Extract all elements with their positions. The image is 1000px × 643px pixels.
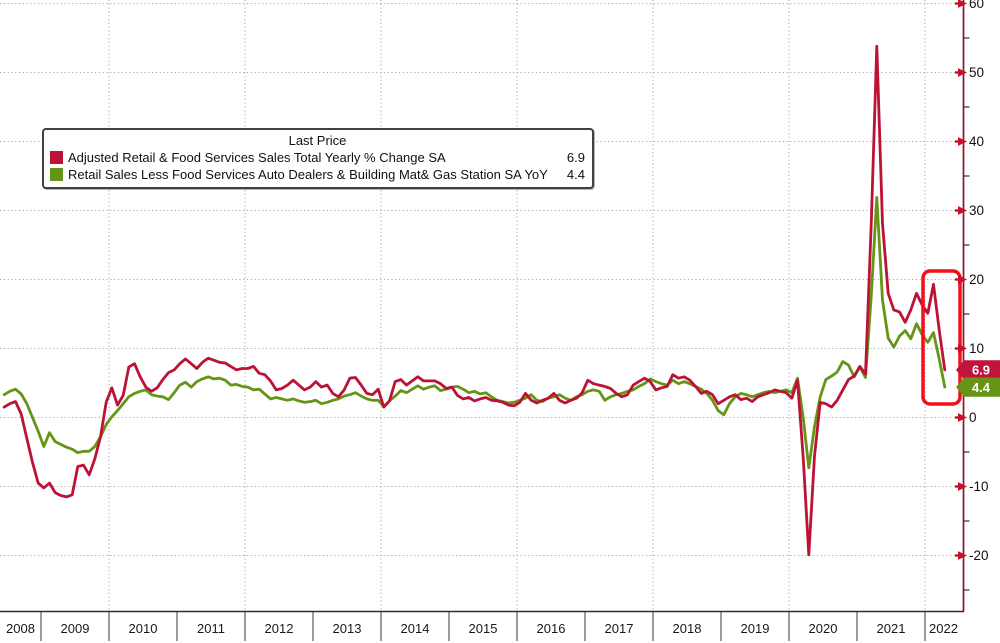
legend-label: Retail Sales Less Food Services Auto Dea… <box>68 167 548 182</box>
green-series-line <box>2 195 947 470</box>
highlight-box <box>921 269 962 406</box>
tick-arrow-icon <box>958 344 967 353</box>
price-tag-green <box>956 377 1000 397</box>
y-tick-label-20: 20 <box>969 272 984 287</box>
highlight-rect <box>921 269 962 406</box>
year-label-2014: 2014 <box>401 621 430 636</box>
y-tick-label-10: 10 <box>969 341 984 356</box>
legend-title: Last Price <box>288 133 347 148</box>
y-tick-label--10: -10 <box>969 479 989 494</box>
y-tick-label--20: -20 <box>969 548 989 563</box>
year-label-2008: 2008 <box>6 621 35 636</box>
price-tags: 6.94.4 <box>956 360 1000 397</box>
price-tag-green-value: 4.4 <box>972 380 991 395</box>
year-label-2013: 2013 <box>333 621 362 636</box>
legend-row-adjusted-retail[interactable]: Adjusted Retail & Food Services Sales To… <box>50 149 585 166</box>
tick-arrow-icon <box>958 68 967 77</box>
legend-last-price: 4.4 <box>566 167 585 182</box>
legend-row-retail-less-food[interactable]: Retail Sales Less Food Services Auto Dea… <box>50 166 585 183</box>
horizontal-gridlines <box>0 3 963 556</box>
tick-arrow-icon <box>958 551 967 560</box>
year-label-2009: 2009 <box>61 621 90 636</box>
bottom-axis: 2008 2009 2010 2011 2012 2013 2014 2015 2016 2017… <box>0 610 964 641</box>
vertical-gridlines <box>108 0 926 611</box>
y-tick-label-0: 0 <box>969 410 977 425</box>
y-tick-label-30: 30 <box>969 203 984 218</box>
tick-arrow-icon <box>958 206 967 215</box>
price-tag-red <box>956 360 1000 380</box>
red-series-line <box>2 44 947 557</box>
year-label-2021: 2021 <box>877 621 906 636</box>
y-tick-label-40: 40 <box>969 134 984 149</box>
year-label-2012: 2012 <box>265 621 294 636</box>
tick-arrow-icon <box>958 482 967 491</box>
year-label-2015: 2015 <box>469 621 498 636</box>
legend-box[interactable]: Last Price Adjusted Retail & Food Servic… <box>42 128 594 189</box>
green-series-swatch-icon <box>50 168 63 181</box>
y-tick-label-50: 50 <box>969 65 984 80</box>
year-label-2020: 2020 <box>809 621 838 636</box>
year-label-2018: 2018 <box>673 621 702 636</box>
tick-arrow-icon <box>958 275 967 284</box>
year-label-2010: 2010 <box>129 621 158 636</box>
year-label-2016: 2016 <box>537 621 566 636</box>
red-series-swatch-icon <box>50 151 63 164</box>
price-tag-red-value: 6.9 <box>972 363 990 378</box>
tick-arrow-icon <box>958 0 967 8</box>
y-tick-label-60: 60 <box>969 0 984 11</box>
tick-arrow-icon <box>958 413 967 422</box>
legend-label: Adjusted Retail & Food Services Sales To… <box>68 150 446 165</box>
legend-last-price: 6.9 <box>566 150 585 165</box>
right-axis[interactable]: 60 50 40 30 20 10 0 -10 -20 <box>955 0 989 612</box>
series-lines <box>2 44 947 557</box>
tick-arrow-icon <box>958 137 967 146</box>
year-label-2017: 2017 <box>605 621 634 636</box>
year-label-2011: 2011 <box>197 621 225 636</box>
year-label-2019: 2019 <box>741 621 770 636</box>
year-label-2022: 2022 <box>929 621 958 636</box>
